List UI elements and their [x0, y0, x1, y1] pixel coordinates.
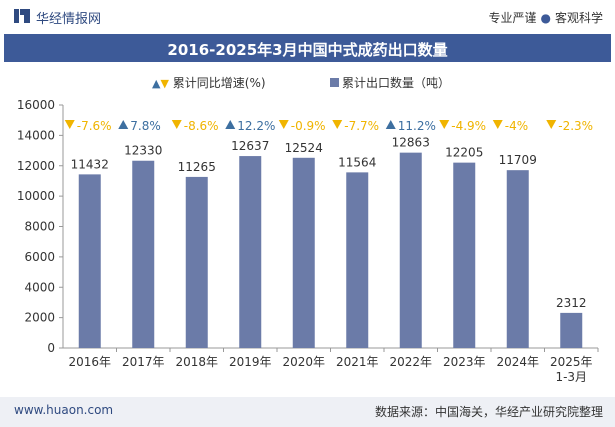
tagline-left: 专业严谨: [488, 11, 537, 25]
footer: www.huaon.com 数据来源：中国海关，华经产业研究院整理: [0, 397, 615, 427]
growth-label: -8.6%: [184, 119, 219, 133]
bar: [453, 162, 476, 348]
y-tick-label: 10000: [17, 189, 55, 203]
brand-name: 华经情报网: [36, 12, 102, 27]
legend-growth: ▲▼ 累计同比增速(%): [152, 74, 266, 91]
x-tick-label: 2023年: [443, 355, 486, 369]
growth-down-marker: [64, 120, 75, 129]
bar: [560, 312, 583, 348]
bar: [78, 174, 101, 348]
growth-up-marker: [225, 120, 236, 129]
growth-up-marker: [118, 120, 129, 129]
y-tick-label: 6000: [24, 250, 55, 264]
x-tick-label: 2016年: [68, 355, 111, 369]
x-tick-label: 2019年: [229, 355, 272, 369]
bar-value-label: 11564: [338, 155, 376, 169]
footer-url: www.huaon.com: [14, 403, 114, 417]
legend-quantity-label: 累计出口数量（吨）: [342, 76, 451, 90]
triangle-down-icon: ▼: [160, 77, 169, 90]
bar-value-label: 12205: [445, 146, 483, 160]
title-band: 2016-2025年3月中国中式成药出口数量: [4, 34, 611, 62]
growth-label: -4%: [505, 119, 528, 133]
x-tick-label: 2025年: [550, 355, 593, 369]
y-tick-label: 2000: [24, 311, 55, 325]
growth-down-marker: [439, 120, 450, 129]
y-tick-label: 12000: [17, 159, 55, 173]
y-tick-label: 16000: [17, 98, 55, 112]
growth-down-marker: [492, 120, 503, 129]
bar-value-label: 11709: [499, 153, 537, 167]
bar: [185, 176, 208, 348]
growth-down-marker: [171, 120, 182, 129]
growth-up-marker: [385, 120, 396, 129]
bar-value-label: 12637: [231, 139, 269, 153]
growth-label: 11.2%: [398, 119, 436, 133]
x-tick-label: 2021年: [336, 355, 379, 369]
bar: [506, 170, 529, 348]
bar: [399, 152, 422, 348]
growth-label: -4.9%: [451, 119, 486, 133]
x-tick-label: 2020年: [282, 355, 325, 369]
bar: [132, 160, 155, 348]
growth-down-marker: [332, 120, 343, 129]
y-tick-label: 14000: [17, 128, 55, 142]
y-tick-label: 8000: [24, 220, 55, 234]
y-tick-label: 4000: [24, 280, 55, 294]
growth-label: -7.6%: [77, 119, 112, 133]
growth-label: 7.8%: [130, 119, 161, 133]
bar-value-label: 11432: [71, 157, 109, 171]
triangle-up-icon: ▲: [152, 77, 161, 90]
bar-value-label: 2312: [556, 296, 587, 310]
tagline-separator: ●: [540, 11, 551, 25]
x-tick-label: 2024年: [496, 355, 539, 369]
growth-down-marker: [278, 120, 289, 129]
growth-label: -2.3%: [558, 119, 593, 133]
growth-label: -7.7%: [344, 119, 379, 133]
chart-title: 2016-2025年3月中国中式成药出口数量: [167, 41, 448, 59]
chart-area: 0 2000 4000 6000 8000 10000 12000 14000 16000 114…: [17, 98, 599, 384]
bar: [292, 157, 315, 348]
growth-label: -0.9%: [291, 119, 326, 133]
y-tick-label: 0: [47, 341, 55, 355]
bar-value-label: 12863: [392, 136, 430, 150]
huajing-logo-icon: [14, 9, 30, 23]
bar-value-label: 12330: [124, 144, 162, 158]
top-bar: 华经情报网 专业严谨 ● 客观科学: [0, 0, 615, 34]
legend: ▲▼ 累计同比增速(%) 累计出口数量（吨）: [0, 74, 615, 92]
legend-quantity: 累计出口数量（吨）: [330, 74, 450, 91]
growth-down-marker: [546, 120, 557, 129]
bar: [346, 172, 369, 348]
x-tick-label: 2018年: [175, 355, 218, 369]
x-tick-label: 2017年: [122, 355, 165, 369]
footer-source: 数据来源：中国海关，华经产业研究院整理: [374, 405, 603, 419]
legend-growth-label: 累计同比增速(%): [172, 76, 266, 90]
bar-value-label: 11265: [178, 160, 216, 174]
growth-label: 12.2%: [237, 119, 275, 133]
bar-value-label: 12524: [285, 141, 323, 155]
bar: [239, 156, 262, 348]
x-tick-label: 2022年: [389, 355, 432, 369]
tagline-right: 客观科学: [554, 11, 603, 25]
x-tick-label: 1-3月: [555, 370, 587, 384]
bar-swatch-icon: [330, 78, 339, 87]
tagline: 专业严谨 ● 客观科学: [488, 9, 603, 26]
